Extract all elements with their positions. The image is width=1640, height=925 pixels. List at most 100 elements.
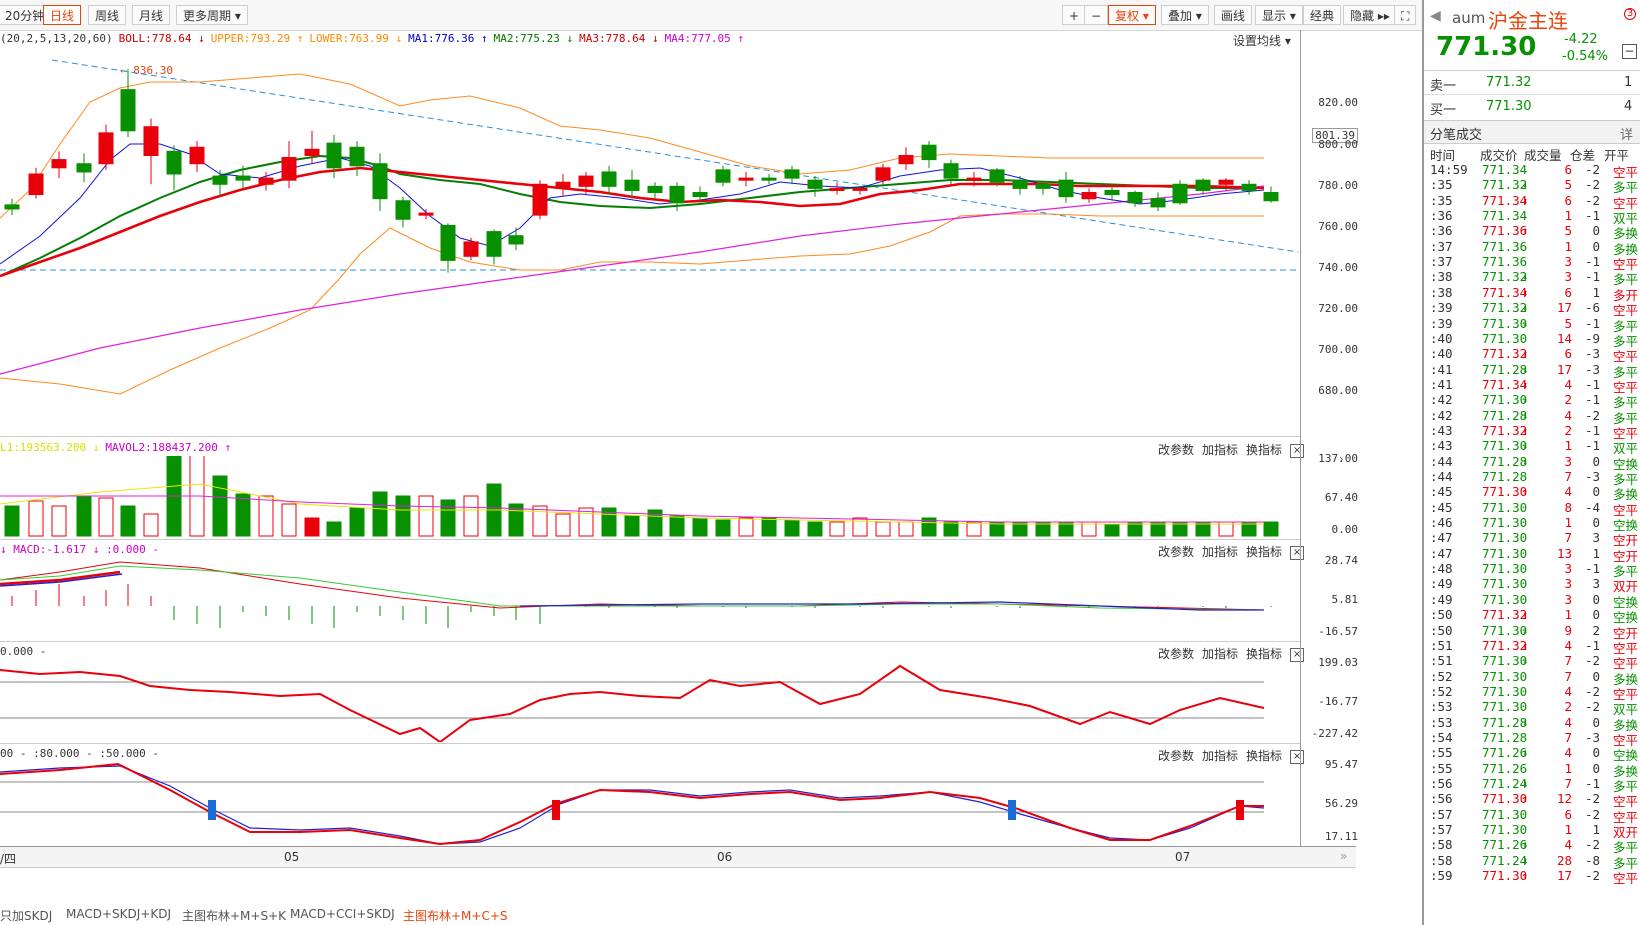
volume-chart[interactable] — [0, 456, 1300, 538]
ticks-detail-button[interactable]: 详 — [1620, 128, 1634, 143]
tick-volume: 1 — [1564, 822, 1572, 838]
tick-time: 14:59 — [1430, 162, 1468, 177]
fuquan-dropdown[interactable]: 复权 ▾ — [1108, 5, 1156, 25]
fullscreen-icon[interactable]: ⛶ — [1394, 5, 1417, 25]
tick-time: :49 — [1430, 576, 1453, 592]
ticks-header-bar: 分笔成交 详 — [1424, 120, 1640, 144]
volume-bar — [1104, 523, 1120, 537]
prev-symbol-icon[interactable]: ◀ — [1430, 8, 1441, 24]
switch-indicator-button[interactable]: 换指标 — [1246, 545, 1283, 559]
cci-chart[interactable] — [0, 660, 1300, 742]
candle — [555, 181, 571, 189]
legend-ma2: MA2:775.23 ↓ — [493, 32, 574, 45]
tick-open-close: 空平 — [1612, 732, 1638, 748]
tick-oi-change: 0 — [1592, 515, 1600, 531]
tick-oi-change: -3 — [1584, 361, 1600, 377]
tab-template[interactable]: MACD+CCI+SKDJ — [290, 907, 395, 921]
tick-volume: 7 — [1564, 776, 1572, 791]
tick-time: :41 — [1430, 361, 1453, 377]
switch-indicator-button[interactable]: 换指标 — [1246, 749, 1283, 763]
tick-row: :55 771.26 1 0 多换 — [1430, 760, 1638, 779]
boll-upper-line — [0, 73, 1264, 219]
collapse-icon[interactable]: − — [1622, 44, 1637, 59]
tick-row: 14:59 771.34 6 -2 空平 — [1430, 162, 1638, 180]
macd-chart[interactable] — [0, 558, 1300, 640]
scroll-right-icon[interactable]: » — [1340, 849, 1348, 863]
macd-dif-line-bold — [0, 570, 121, 586]
close-icon[interactable]: × — [1290, 647, 1305, 662]
collapse-right-icon[interactable]: › — [1339, 452, 1344, 466]
display-dropdown[interactable]: 显示 ▾ — [1255, 5, 1303, 25]
tick-oi-change: 0 — [1592, 745, 1600, 761]
info-icon[interactable]: 3 — [1624, 8, 1636, 20]
tick-price: 771.30 — [1482, 822, 1528, 838]
tick-time: :52 — [1430, 668, 1453, 684]
tick-time: :45 — [1430, 484, 1453, 500]
period-monthly[interactable]: 月线 — [132, 5, 171, 25]
edit-params-button[interactable]: 改参数 — [1158, 443, 1195, 457]
tick-volume: 17 — [1556, 361, 1572, 377]
volume-bar — [1263, 521, 1279, 537]
tick-time: :44 — [1430, 453, 1453, 469]
skdj-chart[interactable] — [0, 762, 1300, 846]
tick-oi-change: 3 — [1592, 530, 1600, 546]
tab-template[interactable]: MACD+SKDJ+KDJ — [66, 907, 171, 921]
classic-button[interactable]: 经典 — [1303, 5, 1342, 25]
tick-oi-change: 2 — [1592, 622, 1600, 638]
close-icon[interactable]: × — [1290, 443, 1305, 458]
candle — [166, 150, 182, 175]
add-indicator-button[interactable]: 加指标 — [1202, 443, 1239, 457]
tick-price: 771.30 — [1482, 576, 1528, 592]
tick-time: :57 — [1430, 806, 1453, 822]
add-indicator-button[interactable]: 加指标 — [1202, 749, 1239, 763]
tick-oi-change: 0 — [1592, 223, 1600, 239]
tick-volume: 5 — [1564, 177, 1572, 193]
tick-open-close: 双开 — [1612, 825, 1638, 841]
tick-open-close: 空平 — [1612, 165, 1638, 180]
tick-price: 771.34 — [1482, 376, 1528, 392]
tick-time: :51 — [1430, 653, 1453, 669]
date-label: 07 — [1175, 850, 1191, 864]
edit-params-button[interactable]: 改参数 — [1158, 647, 1195, 661]
tick-volume: 4 — [1564, 407, 1572, 423]
edit-params-button[interactable]: 改参数 — [1158, 545, 1195, 559]
y-tick: 56.29 — [1324, 797, 1358, 810]
zoom-out-button[interactable]: − — [1084, 5, 1109, 25]
candle — [532, 183, 548, 216]
more-periods-dropdown[interactable]: 更多周期 ▾ — [176, 5, 248, 25]
switch-indicator-button[interactable]: 换指标 — [1246, 443, 1283, 457]
candlestick-chart[interactable] — [0, 48, 1300, 436]
divider — [1424, 70, 1640, 71]
skdj-k-line — [0, 762, 1264, 846]
zoom-in-button[interactable]: + — [1062, 5, 1087, 25]
period-20min[interactable]: 20分钟 — [0, 5, 52, 25]
col-time: 时间 — [1430, 148, 1456, 163]
col-volume: 成交量 — [1524, 148, 1562, 163]
add-indicator-button[interactable]: 加指标 — [1202, 545, 1239, 559]
bid-label: 买一 — [1430, 103, 1457, 118]
close-icon[interactable]: × — [1290, 545, 1305, 560]
tab-template[interactable]: 主图布林+M+S+K — [182, 909, 287, 923]
switch-indicator-button[interactable]: 换指标 — [1246, 647, 1283, 661]
ticks-scrollbar[interactable] — [1634, 150, 1640, 925]
tick-open-close: 多换 — [1612, 671, 1638, 687]
close-icon[interactable]: × — [1290, 749, 1305, 764]
hide-button[interactable]: 隐藏 ▸▸ — [1343, 5, 1397, 25]
tab-template[interactable]: 只加SKDJ — [0, 909, 53, 923]
tick-time: :39 — [1430, 300, 1453, 316]
tick-open-close: 空平 — [1612, 809, 1638, 825]
draw-line-button[interactable]: 画线 — [1214, 5, 1253, 25]
tick-oi-change: 0 — [1592, 760, 1600, 776]
tab-template-active[interactable]: 主图布林+M+C+S — [403, 909, 508, 923]
edit-params-button[interactable]: 改参数 — [1158, 749, 1195, 763]
vol-y-axis: 137.00 67.40 0.00 — [1300, 446, 1380, 536]
tick-time: :35 — [1430, 177, 1453, 193]
volume-bar — [372, 491, 388, 537]
overlay-dropdown[interactable]: 叠加 ▾ — [1161, 5, 1209, 25]
period-daily[interactable]: 日线 — [43, 5, 82, 25]
tick-row: :49 771.30 3 0 空换 — [1430, 592, 1638, 610]
add-indicator-button[interactable]: 加指标 — [1202, 647, 1239, 661]
period-weekly[interactable]: 周线 — [88, 5, 127, 25]
tick-oi-change: -2 — [1584, 806, 1600, 822]
set-ma-button[interactable]: 设置均线 ▾ — [1233, 34, 1291, 48]
